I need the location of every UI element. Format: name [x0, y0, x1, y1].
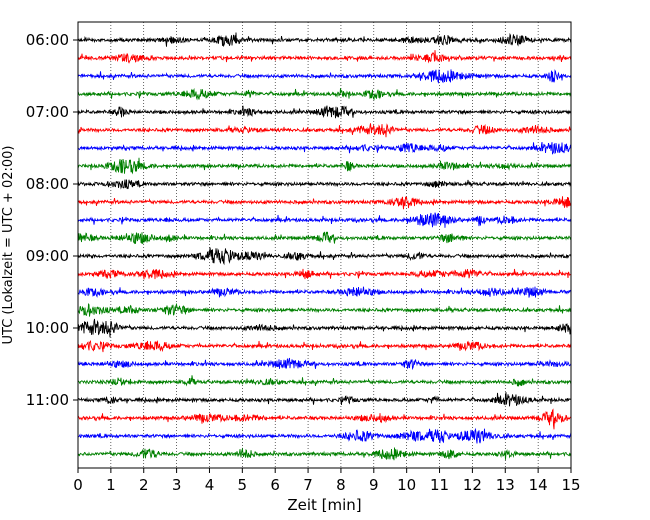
x-tick-label: 6 — [270, 476, 280, 494]
trace-0915 — [77, 268, 572, 280]
trace-0715 — [77, 123, 572, 138]
trace-0730 — [77, 141, 572, 155]
x-tick-label: 13 — [496, 476, 515, 494]
x-tick-label: 5 — [238, 476, 248, 494]
y-tick-label: 10:00 — [26, 319, 69, 337]
y-tick-label: 06:00 — [26, 31, 69, 49]
trace-1015 — [77, 340, 572, 353]
x-axis-ticks: 0 1 2 3 4 5 6 7 8 9 10 11 12 13 14 15 — [73, 468, 581, 494]
y-axis-label: UTC (Lokalzeit = UTC + 02:00) — [1, 146, 16, 345]
y-tick-label: 08:00 — [26, 175, 69, 193]
x-tick-label: 1 — [106, 476, 116, 494]
trace-1045 — [77, 375, 572, 387]
trace-0700 — [77, 105, 572, 119]
trace-0600 — [77, 32, 572, 48]
y-axis-ticks: 06:00 07:00 08:00 09:00 10:00 11:00 — [26, 31, 78, 409]
x-tick-label: 9 — [369, 476, 379, 494]
x-tick-label: 7 — [303, 476, 313, 494]
x-tick-label: 4 — [205, 476, 215, 494]
x-tick-label: 10 — [397, 476, 416, 494]
x-tick-label: 2 — [139, 476, 149, 494]
trace-1100 — [77, 392, 572, 407]
x-tick-label: 11 — [430, 476, 449, 494]
trace-0815 — [77, 196, 572, 210]
trace-1030 — [77, 357, 572, 371]
y-tick-label: 07:00 — [26, 103, 69, 121]
trace-0900 — [77, 247, 572, 266]
x-tick-label: 12 — [463, 476, 482, 494]
x-axis-label: Zeit [min] — [287, 496, 361, 514]
x-tick-label: 14 — [529, 476, 548, 494]
trace-0845 — [77, 231, 572, 245]
trace-0830 — [77, 212, 572, 228]
y-tick-label: 11:00 — [26, 391, 69, 409]
trace-1000 — [77, 318, 572, 338]
trace-0930 — [77, 286, 572, 298]
trace-0645 — [77, 87, 572, 101]
x-tick-label: 0 — [73, 476, 83, 494]
plot-frame — [77, 21, 572, 469]
trace-1130 — [77, 427, 572, 444]
trace-0945 — [77, 302, 572, 317]
trace-0615 — [77, 50, 572, 64]
trace-1115 — [77, 408, 572, 430]
trace-0800 — [77, 179, 572, 190]
grid-lines — [110, 22, 539, 468]
x-tick-label: 15 — [561, 476, 580, 494]
trace-1145 — [77, 447, 572, 461]
x-tick-label: 3 — [172, 476, 182, 494]
trace-0745 — [77, 157, 572, 175]
x-tick-label: 8 — [336, 476, 346, 494]
y-tick-label: 09:00 — [26, 247, 69, 265]
traces — [77, 32, 572, 461]
trace-0630 — [77, 69, 572, 84]
